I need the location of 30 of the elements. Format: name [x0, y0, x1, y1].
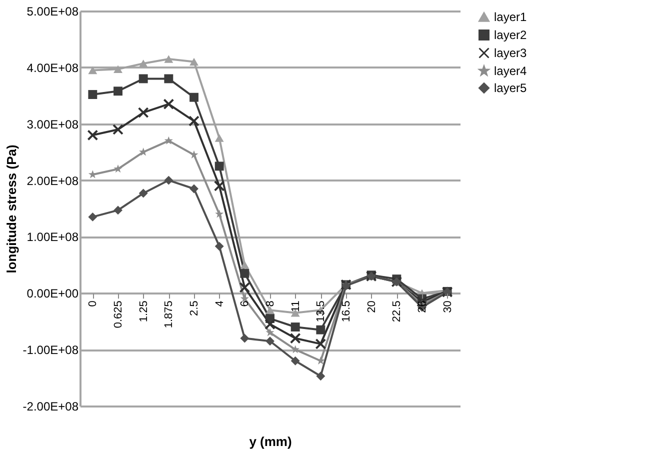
x-tick-label: 1.25 — [138, 300, 150, 322]
x-tick-label: 1.875 — [163, 300, 176, 328]
x-tick-label: 20 — [366, 300, 378, 313]
y-tick-label: -1.00E+08 — [22, 343, 79, 358]
x-tick-label: 0.625 — [112, 300, 124, 328]
y-axis-title: longitude stress (Pa) — [4, 144, 19, 274]
x-tick-label: 22.5 — [391, 300, 404, 322]
legend-label: layer1 — [494, 10, 528, 24]
x-tick-label: 4 — [214, 300, 226, 307]
x-tick-label: 0 — [87, 300, 100, 307]
legend-label: layer5 — [494, 81, 528, 95]
x-axis-title: y (mm) — [249, 434, 292, 449]
legend-label: layer3 — [494, 46, 528, 60]
y-tick-label: 2.00E+08 — [26, 174, 79, 188]
y-tick-label: 1.00E+08 — [26, 230, 79, 244]
y-tick-label: 3.00E+08 — [26, 117, 79, 132]
x-tick-label: 26 — [416, 300, 428, 313]
x-tick-label: 30 — [442, 300, 454, 313]
legend-label: layer2 — [494, 28, 528, 42]
x-tick-label: 8 — [264, 300, 276, 307]
y-tick-label: -2.00E+08 — [22, 400, 79, 414]
x-tick-label: 11 — [290, 300, 302, 312]
y-tick-label: 0.00E+00 — [26, 286, 79, 301]
x-tick-label: 2.5 — [188, 300, 200, 316]
y-tick-label: 4.00E+08 — [26, 60, 79, 75]
x-tick-label: 16.5 — [340, 300, 352, 322]
legend-label: layer4 — [494, 64, 528, 78]
x-tick-label: 13.5 — [315, 300, 328, 322]
y-tick-label: 5.00E+08 — [26, 4, 79, 18]
x-tick-label: 6 — [239, 300, 252, 307]
